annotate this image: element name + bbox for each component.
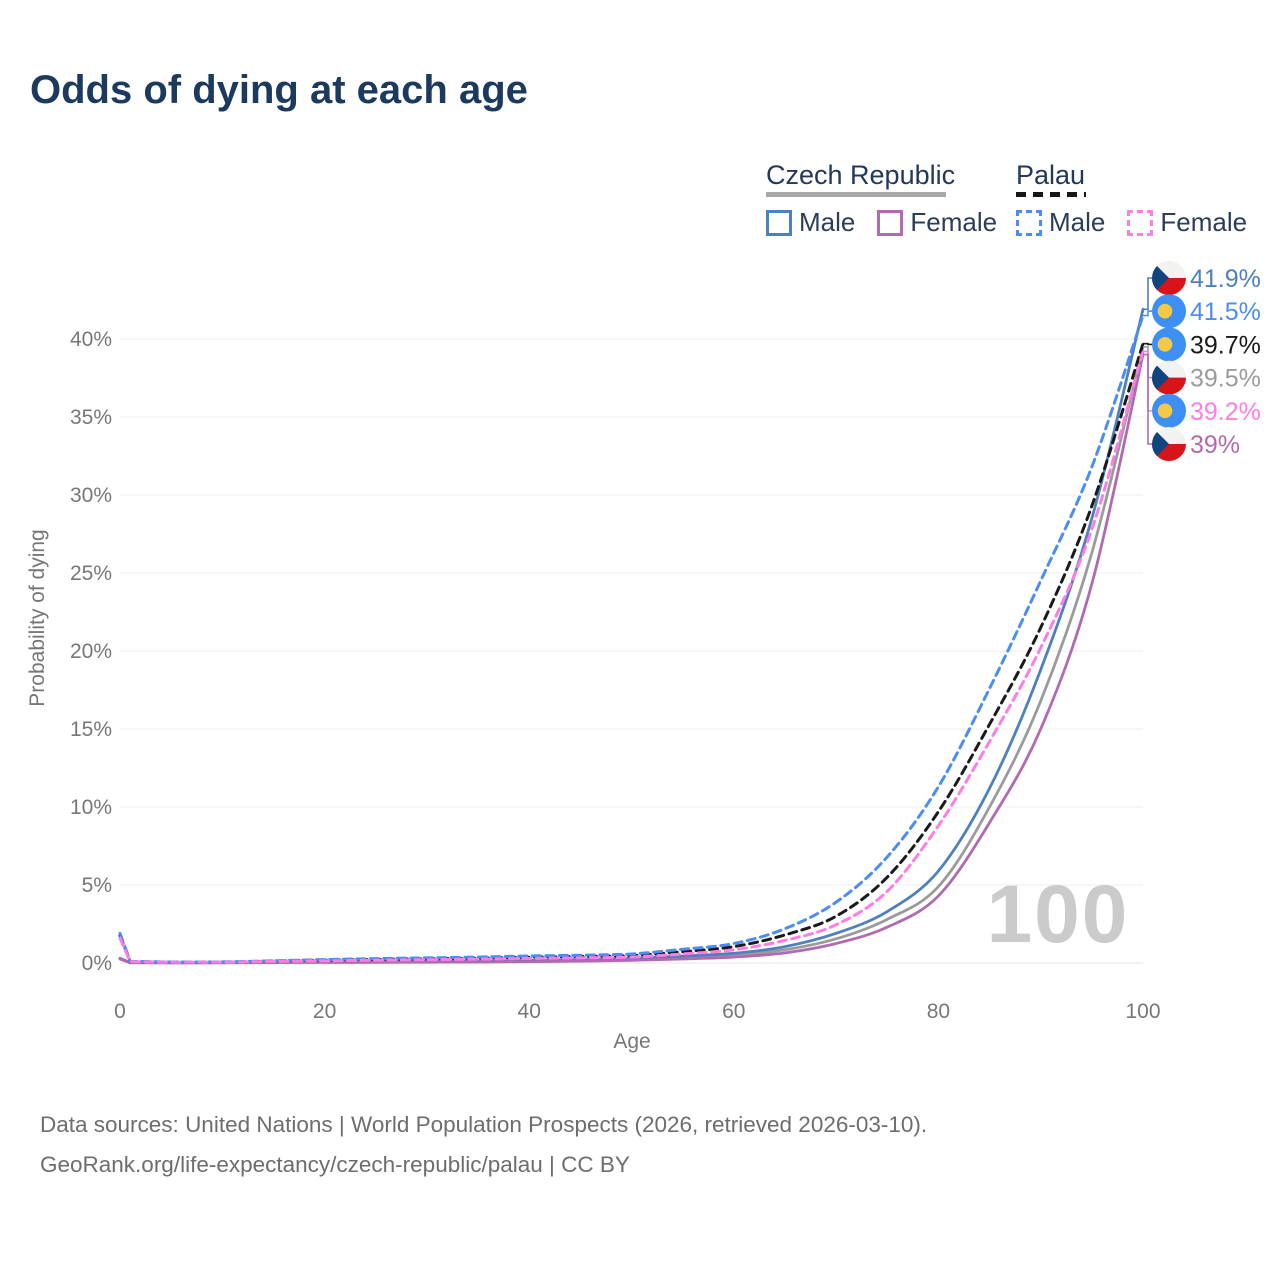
y-tick-label: 0% xyxy=(82,952,112,975)
czech-flag-icon xyxy=(1152,427,1186,461)
page-title: Odds of dying at each age xyxy=(30,68,528,112)
y-tick-label: 15% xyxy=(70,718,112,741)
y-axis-tick-labels: 0% 5% 10% 15% 20% 25% 30% 35% 40% xyxy=(70,328,112,975)
footer-data-sources: Data sources: United Nations | World Pop… xyxy=(40,1112,928,1137)
palau-flag-icon xyxy=(1152,393,1186,428)
legend-item-palau-male[interactable]: Male xyxy=(1016,207,1105,238)
legend-group-palau: Palau Male Female xyxy=(1016,161,1269,238)
legend-item-label: Male xyxy=(799,207,856,237)
leader-line-palau-avg xyxy=(1143,342,1152,346)
legend-group-czech-republic: Czech Republic Male Female xyxy=(766,161,1019,238)
leader-line-palau-male xyxy=(1143,310,1152,317)
series-line-czech-male[interactable] xyxy=(118,307,1145,965)
x-axis-tick-labels: 0 20 40 60 80 100 xyxy=(114,1000,1160,1023)
legend-item-label: Male xyxy=(1049,207,1106,237)
series-lines-group xyxy=(118,307,1145,965)
legend-item-czech-female[interactable]: Female xyxy=(877,207,997,238)
x-tick-label: 60 xyxy=(722,1000,745,1023)
palau-male-swatch-icon[interactable] xyxy=(1016,209,1042,236)
series-line-czech-female[interactable] xyxy=(118,353,1145,965)
footer-attribution-url: GeoRank.org/life-expectancy/czech-republ… xyxy=(40,1152,630,1177)
czech-flag-icon xyxy=(1152,261,1186,295)
czech-flag-icon xyxy=(1152,360,1186,395)
legend-header-palau: Palau xyxy=(1016,160,1086,190)
y-axis-title: Probability of dying xyxy=(26,529,49,706)
palau-flag-icon xyxy=(1152,327,1186,362)
end-value-label-palau-female: 39.2% xyxy=(1190,398,1261,426)
series-line-palau-female[interactable] xyxy=(118,349,1145,964)
x-tick-label: 0 xyxy=(114,1000,126,1023)
leader-line-czech-male xyxy=(1143,277,1152,311)
series-line-palau-male[interactable] xyxy=(118,314,1145,964)
palau-flag-icon xyxy=(1152,294,1186,329)
legend-item-label: Female xyxy=(910,207,998,237)
y-tick-label: 5% xyxy=(82,874,112,897)
x-axis-title: Age xyxy=(613,1030,650,1053)
y-tick-label: 20% xyxy=(70,640,112,663)
x-tick-label: 40 xyxy=(518,1000,541,1023)
end-value-label-palau-avg: 39.7% xyxy=(1190,331,1261,359)
footer: Data sources: United Nations | World Pop… xyxy=(40,1105,927,1185)
y-tick-label: 30% xyxy=(70,484,112,507)
x-tick-label: 80 xyxy=(927,1000,950,1023)
x-tick-label: 20 xyxy=(313,1000,336,1023)
end-value-label-czech-female: 39% xyxy=(1190,431,1240,459)
end-value-labels-group: 41.9% 41.5% 39.7% 39.5% 39.2% 39% xyxy=(1143,261,1261,461)
czech-female-swatch-icon[interactable] xyxy=(877,209,904,236)
hovered-age-watermark: 100 xyxy=(987,869,1130,960)
leader-line-czech-female xyxy=(1143,353,1152,445)
x-tick-label: 100 xyxy=(1125,1000,1160,1023)
palau-female-swatch-icon[interactable] xyxy=(1127,209,1154,236)
legend-item-palau-female[interactable]: Female xyxy=(1127,207,1247,238)
y-tick-label: 25% xyxy=(70,562,112,585)
y-tick-label: 10% xyxy=(70,796,112,819)
legend-item-czech-male[interactable]: Male xyxy=(766,207,855,238)
y-tick-label: 40% xyxy=(70,328,112,351)
legend-item-label: Female xyxy=(1160,207,1248,237)
legend-underline-palau-dashed xyxy=(1016,192,1086,197)
end-value-label-palau-male: 41.5% xyxy=(1190,298,1261,326)
mortality-line-chart[interactable]: 100 0% 5% 10% 15% 20% 25% 30% 35% 40% 0 20 40 60 80 1… xyxy=(0,0,1280,1075)
legend-underline-czech-solid xyxy=(766,192,946,197)
end-value-label-czech-male: 41.9% xyxy=(1190,265,1261,293)
czech-male-swatch-icon[interactable] xyxy=(766,209,792,236)
end-value-label-czech-avg: 39.5% xyxy=(1190,365,1261,393)
legend-header-czech-republic: Czech Republic xyxy=(766,160,956,190)
y-tick-label: 35% xyxy=(70,406,112,429)
